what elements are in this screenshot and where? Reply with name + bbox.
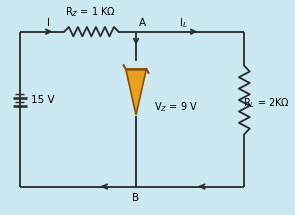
Text: A: A xyxy=(139,18,146,28)
Text: I$_L$: I$_L$ xyxy=(179,16,188,30)
Text: R$_L$ = 2KΩ: R$_L$ = 2KΩ xyxy=(243,96,290,110)
Text: V$_Z$ = 9 V: V$_Z$ = 9 V xyxy=(154,101,198,114)
Text: B: B xyxy=(132,193,140,203)
Text: 15 V: 15 V xyxy=(31,95,55,105)
Text: R$_Z$ = 1 KΩ: R$_Z$ = 1 KΩ xyxy=(65,6,115,19)
Polygon shape xyxy=(126,69,146,115)
Text: I: I xyxy=(47,18,50,28)
